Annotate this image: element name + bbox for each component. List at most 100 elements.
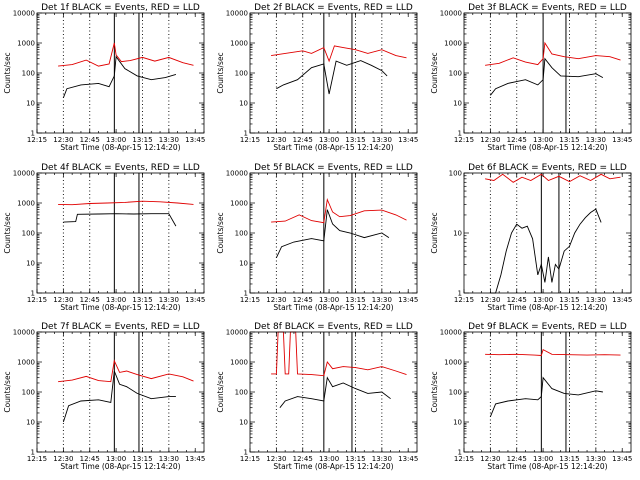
x-tick-label: 12:30 xyxy=(266,136,286,144)
y-tick-label: 10 xyxy=(453,419,462,427)
x-tick-label: 13:00 xyxy=(533,296,553,304)
x-tick-label: 13:45 xyxy=(612,455,632,463)
y-tick-label: 1 xyxy=(458,449,462,457)
events-series-line xyxy=(62,370,176,423)
y-tick-label: 100 xyxy=(235,389,248,397)
lld-series-line xyxy=(58,359,194,383)
x-tick-label: 13:45 xyxy=(398,455,418,463)
panel-title: Det 9f BLACK = Events, RED = LLD xyxy=(468,322,627,332)
y-tick-label: 100 xyxy=(449,170,462,178)
x-axis-label: Start Time (08-Apr-15 12:14:20) xyxy=(273,303,393,312)
y-axis-label: Counts/sec xyxy=(430,371,439,412)
panel-title: Det 6f BLACK = Events, RED = LLD xyxy=(468,163,627,173)
x-tick-label: 12:30 xyxy=(53,296,73,304)
x-axis-label: Start Time (08-Apr-15 12:14:20) xyxy=(60,303,180,312)
y-tick-label: 100 xyxy=(235,230,248,238)
x-tick-label: 13:30 xyxy=(372,455,392,463)
x-tick-label: 13:30 xyxy=(586,296,606,304)
x-tick-label: 13:00 xyxy=(533,136,553,144)
x-axis-label: Start Time (08-Apr-15 12:14:20) xyxy=(487,303,607,312)
y-tick-label: 10000 xyxy=(13,329,35,337)
detector-panel: Det 6f BLACK = Events, RED = LLD 12:15 12:… xyxy=(430,163,632,312)
y-tick-label: 10000 xyxy=(440,10,462,18)
plot-frame xyxy=(463,331,632,453)
panel-title: Det 7f BLACK = Events, RED = LLD xyxy=(41,322,200,332)
y-tick-label: 1000 xyxy=(230,200,248,208)
x-tick-label: 12:30 xyxy=(53,136,73,144)
x-tick-label: 12:45 xyxy=(507,136,527,144)
events-series-line xyxy=(490,208,602,294)
x-tick-label: 13:45 xyxy=(185,136,205,144)
y-tick-label: 1000 xyxy=(17,359,35,367)
events-series-line xyxy=(275,209,390,258)
lld-series-line xyxy=(271,331,407,377)
lld-series-line xyxy=(485,348,621,356)
x-tick-label: 12:45 xyxy=(507,455,527,463)
y-tick-label: 10000 xyxy=(226,329,248,337)
y-tick-label: 10000 xyxy=(440,329,462,337)
y-tick-label: 1 xyxy=(31,290,35,298)
x-tick-label: 12:15 xyxy=(27,455,47,463)
y-tick-label: 10 xyxy=(26,260,35,268)
lld-series-line xyxy=(58,42,194,67)
x-tick-label: 12:45 xyxy=(507,296,527,304)
y-tick-label: 100 xyxy=(22,70,35,78)
y-axis-label: Counts/sec xyxy=(3,52,12,93)
y-tick-label: 100 xyxy=(449,70,462,78)
y-tick-label: 1 xyxy=(244,290,248,298)
detector-panel: Det 4f BLACK = Events, RED = LLD 12:15 12:… xyxy=(3,163,205,312)
plot-frame xyxy=(249,331,418,453)
y-tick-label: 1000 xyxy=(230,359,248,367)
x-tick-label: 13:00 xyxy=(319,455,339,463)
lld-series-line xyxy=(271,45,407,63)
y-tick-label: 10 xyxy=(26,419,35,427)
y-tick-label: 1000 xyxy=(230,40,248,48)
x-tick-label: 12:45 xyxy=(80,136,100,144)
x-tick-label: 13:45 xyxy=(398,136,418,144)
x-tick-label: 13:15 xyxy=(132,136,152,144)
x-tick-label: 13:00 xyxy=(106,136,126,144)
x-tick-label: 13:30 xyxy=(159,455,179,463)
x-tick-label: 13:15 xyxy=(132,296,152,304)
x-tick-label: 13:45 xyxy=(398,296,418,304)
events-series-line xyxy=(489,376,603,417)
y-tick-label: 1000 xyxy=(444,40,462,48)
panel-title: Det 2f BLACK = Events, RED = LLD xyxy=(254,3,413,13)
x-tick-label: 12:30 xyxy=(53,455,73,463)
x-tick-label: 12:15 xyxy=(240,296,260,304)
x-tick-label: 13:45 xyxy=(612,136,632,144)
x-tick-label: 13:15 xyxy=(345,296,365,304)
y-tick-label: 10000 xyxy=(13,170,35,178)
x-tick-label: 12:15 xyxy=(27,296,47,304)
x-tick-label: 12:15 xyxy=(240,136,260,144)
x-tick-label: 13:00 xyxy=(319,296,339,304)
panel-title: Det 3f BLACK = Events, RED = LLD xyxy=(468,3,627,13)
detector-panel: Det 8f BLACK = Events, RED = LLD 12:15 12:… xyxy=(216,322,418,471)
y-tick-label: 100 xyxy=(22,230,35,238)
x-tick-label: 13:15 xyxy=(345,455,365,463)
y-tick-label: 1 xyxy=(458,290,462,298)
y-axis-label: Counts/sec xyxy=(216,52,225,93)
plot-frame xyxy=(463,12,632,134)
y-tick-label: 10000 xyxy=(13,10,35,18)
events-series-line xyxy=(63,213,177,227)
panel-title: Det 8f BLACK = Events, RED = LLD xyxy=(254,322,413,332)
y-axis-label: Counts/sec xyxy=(430,212,439,253)
x-tick-label: 13:30 xyxy=(586,136,606,144)
x-tick-label: 13:15 xyxy=(559,136,579,144)
lld-series-line xyxy=(271,197,407,224)
events-series-line xyxy=(279,376,391,408)
y-tick-label: 1000 xyxy=(17,200,35,208)
x-tick-label: 12:15 xyxy=(240,455,260,463)
x-tick-label: 12:30 xyxy=(266,455,286,463)
x-tick-label: 12:15 xyxy=(454,296,474,304)
plot-frame xyxy=(36,331,205,453)
y-tick-label: 1000 xyxy=(17,40,35,48)
y-tick-label: 1 xyxy=(458,130,462,138)
y-tick-label: 1000 xyxy=(444,359,462,367)
y-tick-label: 10 xyxy=(239,260,248,268)
events-series-line xyxy=(62,55,177,98)
y-tick-label: 1 xyxy=(244,130,248,138)
plot-frame xyxy=(36,172,205,294)
